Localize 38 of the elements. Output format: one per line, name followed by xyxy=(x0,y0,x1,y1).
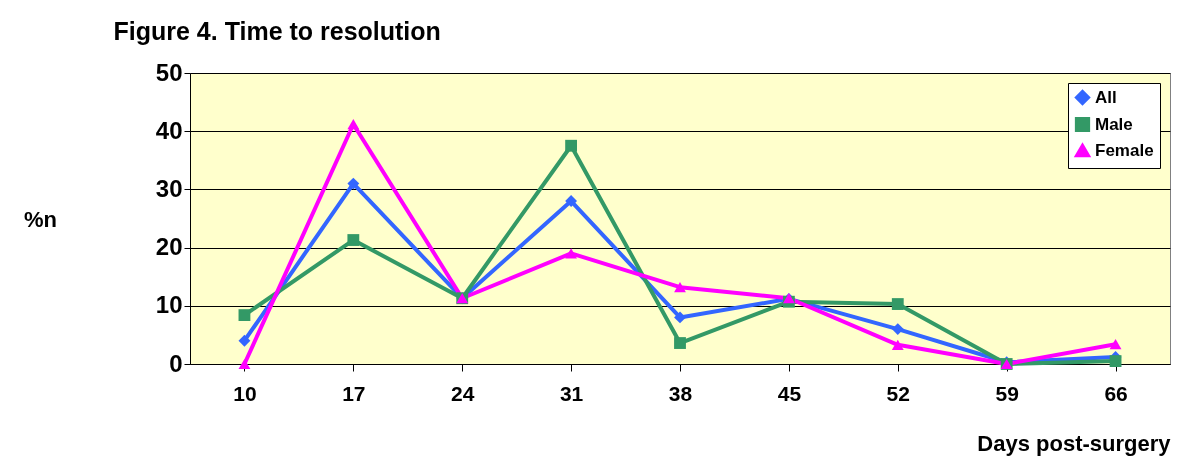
legend-label: All xyxy=(1095,87,1117,107)
point xyxy=(891,323,904,335)
legend-label: Male xyxy=(1095,114,1133,134)
x-tick-label: 10 xyxy=(233,381,257,405)
point xyxy=(238,309,251,322)
point xyxy=(891,339,904,350)
y-tick-label: 50 xyxy=(155,58,183,86)
x-tick-label: 38 xyxy=(668,381,693,405)
point xyxy=(565,248,578,259)
point xyxy=(1109,355,1122,368)
chart-title: Figure 4. Time to resolution xyxy=(113,17,441,45)
legend-label: Female xyxy=(1095,140,1154,160)
point xyxy=(347,177,360,190)
point xyxy=(238,334,251,347)
y-tick-label: 0 xyxy=(169,349,183,377)
point xyxy=(891,298,904,310)
point xyxy=(1109,339,1122,350)
point xyxy=(565,139,578,152)
x-tick-label: 52 xyxy=(886,381,910,405)
y-tick-label: 30 xyxy=(155,174,183,202)
x-tick-label: 59 xyxy=(995,381,1019,405)
point xyxy=(674,311,686,324)
x-tick-label: 66 xyxy=(1104,381,1128,405)
point xyxy=(347,234,360,246)
point xyxy=(674,282,686,293)
point xyxy=(347,119,360,130)
x-tick-label: 45 xyxy=(777,381,802,405)
y-tick-label: 40 xyxy=(155,116,183,144)
point xyxy=(238,358,251,370)
point xyxy=(674,337,686,349)
x-axis-title: Days post-surgery xyxy=(977,430,1172,456)
y-axis-title: %n xyxy=(24,206,57,232)
point xyxy=(565,195,578,207)
x-tick-label: 31 xyxy=(559,381,584,405)
x-tick-label: 24 xyxy=(451,381,475,405)
x-tick-label: 17 xyxy=(342,381,366,405)
y-tick-label: 20 xyxy=(155,233,183,261)
y-tick-label: 10 xyxy=(155,291,183,319)
